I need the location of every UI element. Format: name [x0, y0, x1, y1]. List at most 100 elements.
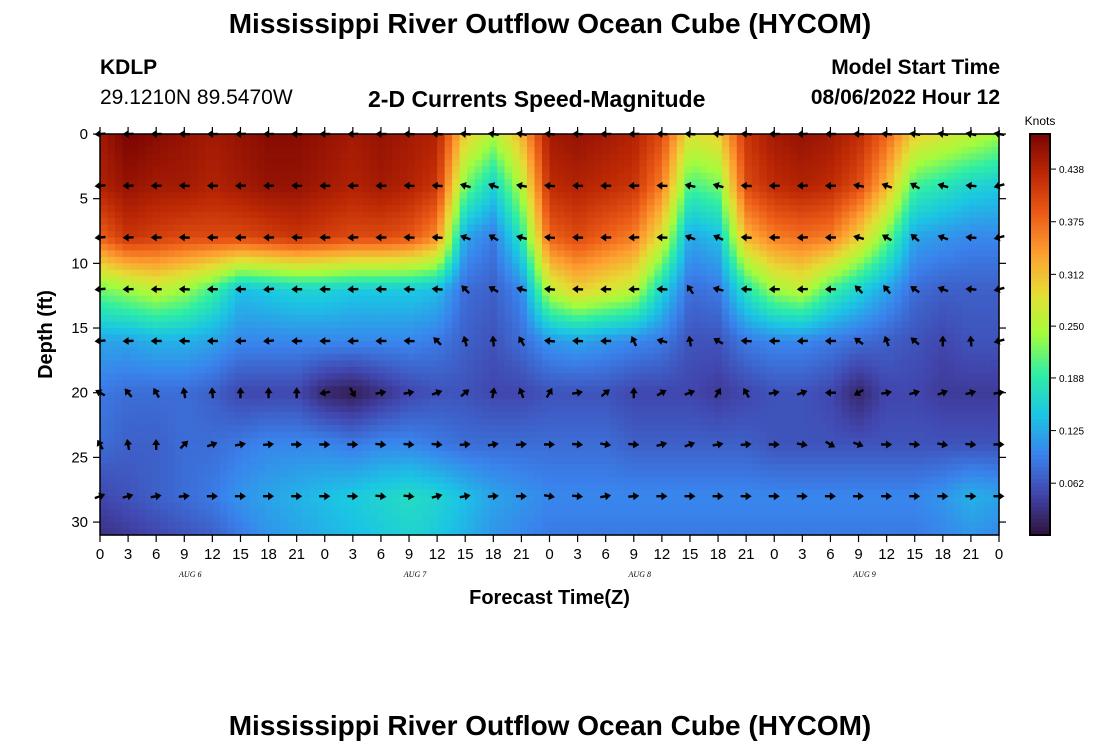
heatmap-cell	[249, 308, 258, 316]
heatmap-cell	[766, 289, 775, 297]
heatmap-cell	[969, 269, 978, 277]
heatmap-cell	[527, 179, 536, 187]
heatmap-cell	[114, 340, 124, 349]
heatmap-cell	[571, 134, 581, 142]
heatmap-cell	[894, 269, 903, 277]
heatmap-cell	[272, 379, 281, 387]
heatmap-cell	[100, 263, 109, 271]
heatmap-cell	[961, 392, 970, 400]
heatmap-cell	[706, 263, 715, 271]
heatmap-cell	[991, 321, 1000, 329]
heatmap-cell	[804, 347, 813, 355]
heatmap-cell	[976, 392, 985, 400]
heatmap-cell	[429, 340, 438, 349]
heatmap-cell	[212, 218, 221, 226]
heatmap-cell	[362, 153, 371, 161]
heatmap-cell	[497, 282, 506, 290]
heatmap-cell	[100, 243, 109, 252]
heatmap-cell	[444, 192, 453, 200]
heatmap-cell	[954, 153, 963, 161]
heatmap-cell	[766, 321, 775, 329]
heatmap-cell	[444, 146, 453, 155]
heatmap-cell	[534, 302, 543, 310]
heatmap-cell	[819, 340, 828, 349]
heatmap-cell	[392, 399, 401, 407]
heatmap-cell	[212, 315, 221, 323]
heatmap-cell	[527, 224, 536, 232]
heatmap-cell	[407, 134, 416, 142]
heatmap-cell	[287, 211, 296, 219]
heatmap-cell	[422, 276, 431, 284]
heatmap-cell	[579, 328, 588, 336]
heatmap-cell	[706, 392, 715, 400]
heatmap-cell	[272, 340, 281, 349]
heatmap-cell	[781, 373, 790, 381]
heatmap-cell	[916, 308, 925, 316]
heatmap-cell	[586, 237, 596, 245]
heatmap-cell	[474, 211, 483, 219]
heatmap-cell	[264, 224, 273, 232]
heatmap-cell	[969, 347, 978, 355]
heatmap-cell	[392, 366, 401, 374]
heatmap-cell	[564, 366, 573, 374]
heatmap-cell	[549, 379, 558, 387]
heatmap-cell	[991, 166, 1000, 174]
heatmap-cell	[339, 153, 348, 161]
heatmap-cell	[264, 250, 273, 258]
heatmap-cell	[474, 295, 483, 303]
heatmap-cell	[347, 146, 356, 155]
heatmap-cell	[204, 334, 213, 342]
heatmap-cell	[594, 185, 603, 193]
heatmap-cell	[804, 289, 813, 297]
heatmap-cell	[362, 198, 371, 206]
heatmap-cell	[886, 192, 895, 200]
heatmap-cell	[219, 153, 228, 161]
heatmap-cell	[189, 379, 198, 387]
heatmap-cell	[437, 399, 446, 407]
heatmap-cell	[661, 185, 670, 193]
heatmap-cell	[459, 321, 468, 329]
heatmap-cell	[556, 399, 566, 407]
heatmap-cell	[129, 399, 139, 407]
heatmap-cell	[519, 347, 528, 355]
heatmap-cell	[684, 353, 693, 361]
heatmap-cell	[482, 308, 491, 316]
heatmap-cell	[639, 263, 648, 271]
heatmap-cell	[437, 185, 446, 193]
heatmap-cell	[354, 328, 363, 336]
heatmap-cell	[144, 237, 154, 245]
heatmap-cell	[189, 302, 198, 310]
heatmap-cell	[849, 153, 858, 161]
heatmap-cell	[542, 153, 551, 161]
heatmap-cell	[189, 237, 198, 245]
heatmap-cell	[122, 347, 131, 355]
heatmap-cell	[242, 179, 251, 187]
heatmap-cell	[661, 366, 670, 374]
heatmap-cell	[976, 179, 985, 187]
heatmap-cell	[691, 224, 700, 232]
heatmap-cell	[272, 353, 281, 361]
heatmap-cell	[384, 140, 393, 148]
heatmap-cell	[931, 282, 940, 290]
heatmap-cell	[631, 328, 640, 336]
heatmap-cell	[107, 205, 116, 213]
heatmap-cell	[856, 269, 865, 277]
heatmap-cell	[594, 237, 603, 245]
heatmap-cell	[969, 386, 978, 394]
heatmap-cell	[736, 289, 745, 297]
heatmap-cell	[227, 282, 236, 290]
heatmap-cell	[279, 140, 288, 148]
heatmap-cell	[594, 295, 603, 303]
heatmap-cell	[856, 321, 865, 329]
heatmap-cell	[467, 198, 476, 206]
heatmap-cell	[264, 198, 273, 206]
heatmap-cell	[444, 211, 453, 219]
heatmap-cell	[961, 185, 970, 193]
heatmap-cell	[571, 328, 581, 336]
heatmap-cell	[984, 192, 993, 200]
heatmap-cell	[339, 211, 348, 219]
heatmap-cell	[841, 153, 850, 161]
heatmap-cell	[287, 250, 296, 258]
heatmap-cell	[497, 159, 506, 167]
heatmap-cell	[197, 386, 206, 394]
